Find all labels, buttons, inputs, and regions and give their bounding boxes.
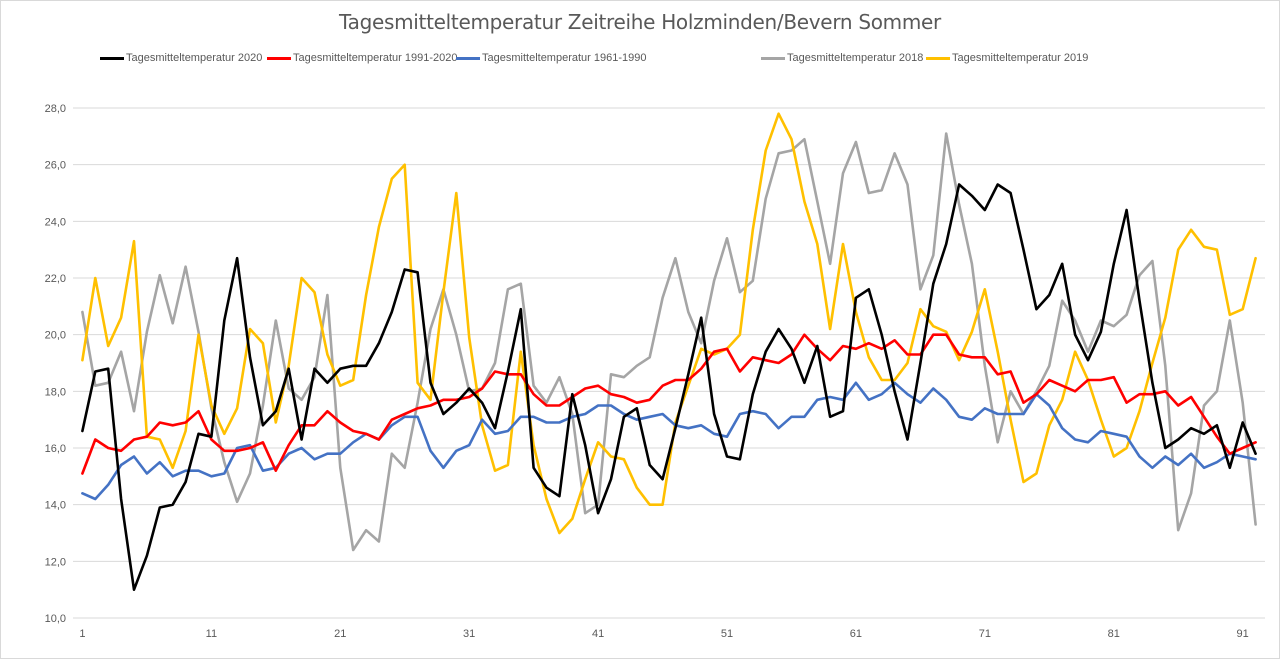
legend-item-2019[interactable]: Tagesmitteltemperatur 2019: [926, 52, 1088, 64]
legend-item-1961-1990[interactable]: Tagesmitteltemperatur 1961-1990: [456, 52, 646, 64]
y-tick-label: 10,0: [45, 613, 66, 625]
legend-swatch: [761, 56, 785, 60]
chart-title: Tagesmitteltemperatur Zeitreihe Holzmind…: [339, 10, 941, 34]
x-tick-label: 31: [463, 628, 475, 640]
x-tick-label: 81: [1108, 628, 1120, 640]
x-tick-label: 51: [721, 628, 733, 640]
legend-swatch: [926, 56, 950, 60]
legend-item-2020[interactable]: Tagesmitteltemperatur 2020: [100, 52, 262, 64]
y-tick-label: 18,0: [45, 386, 66, 398]
legend-swatch: [456, 56, 480, 60]
legend-swatch: [100, 56, 124, 60]
y-tick-label: 12,0: [45, 556, 66, 568]
legend-label: Tagesmitteltemperatur 1991-2020: [293, 52, 458, 64]
x-tick-label: 91: [1237, 628, 1249, 640]
y-tick-label: 26,0: [45, 160, 66, 172]
y-tick-label: 22,0: [45, 273, 66, 285]
x-tick-label: 11: [206, 628, 217, 640]
legend-label: Tagesmitteltemperatur 2018: [787, 52, 924, 64]
y-tick-label: 28,0: [45, 103, 66, 115]
legend-label: Tagesmitteltemperatur 2019: [952, 52, 1089, 64]
x-tick-label: 41: [592, 628, 604, 640]
legend-swatch: [267, 56, 291, 60]
y-tick-label: 16,0: [45, 443, 66, 455]
x-tick-label: 61: [850, 628, 862, 640]
y-tick-label: 24,0: [45, 216, 66, 228]
series-line-tagesmitteltemperatur-1991-2020: [81, 333, 1257, 475]
y-tick-label: 14,0: [45, 500, 66, 512]
legend-label: Tagesmitteltemperatur 2020: [126, 52, 263, 64]
x-tick-label: 71: [979, 628, 991, 640]
chart-legend: Tagesmitteltemperatur 2020 Tagesmittelte…: [0, 52, 1280, 68]
y-tick-label: 20,0: [45, 330, 66, 342]
series-line-tagesmitteltemperatur-2018: [81, 132, 1257, 552]
legend-item-1991-2020[interactable]: Tagesmitteltemperatur 1991-2020: [267, 52, 457, 64]
legend-label: Tagesmitteltemperatur 1961-1990: [482, 52, 647, 64]
legend-item-2018[interactable]: Tagesmitteltemperatur 2018: [761, 52, 923, 64]
series-line-tagesmitteltemperatur-2019: [81, 112, 1257, 535]
x-tick-label: 1: [79, 628, 85, 640]
x-tick-label: 21: [334, 628, 346, 640]
series-line-tagesmitteltemperatur-2020: [81, 183, 1257, 592]
